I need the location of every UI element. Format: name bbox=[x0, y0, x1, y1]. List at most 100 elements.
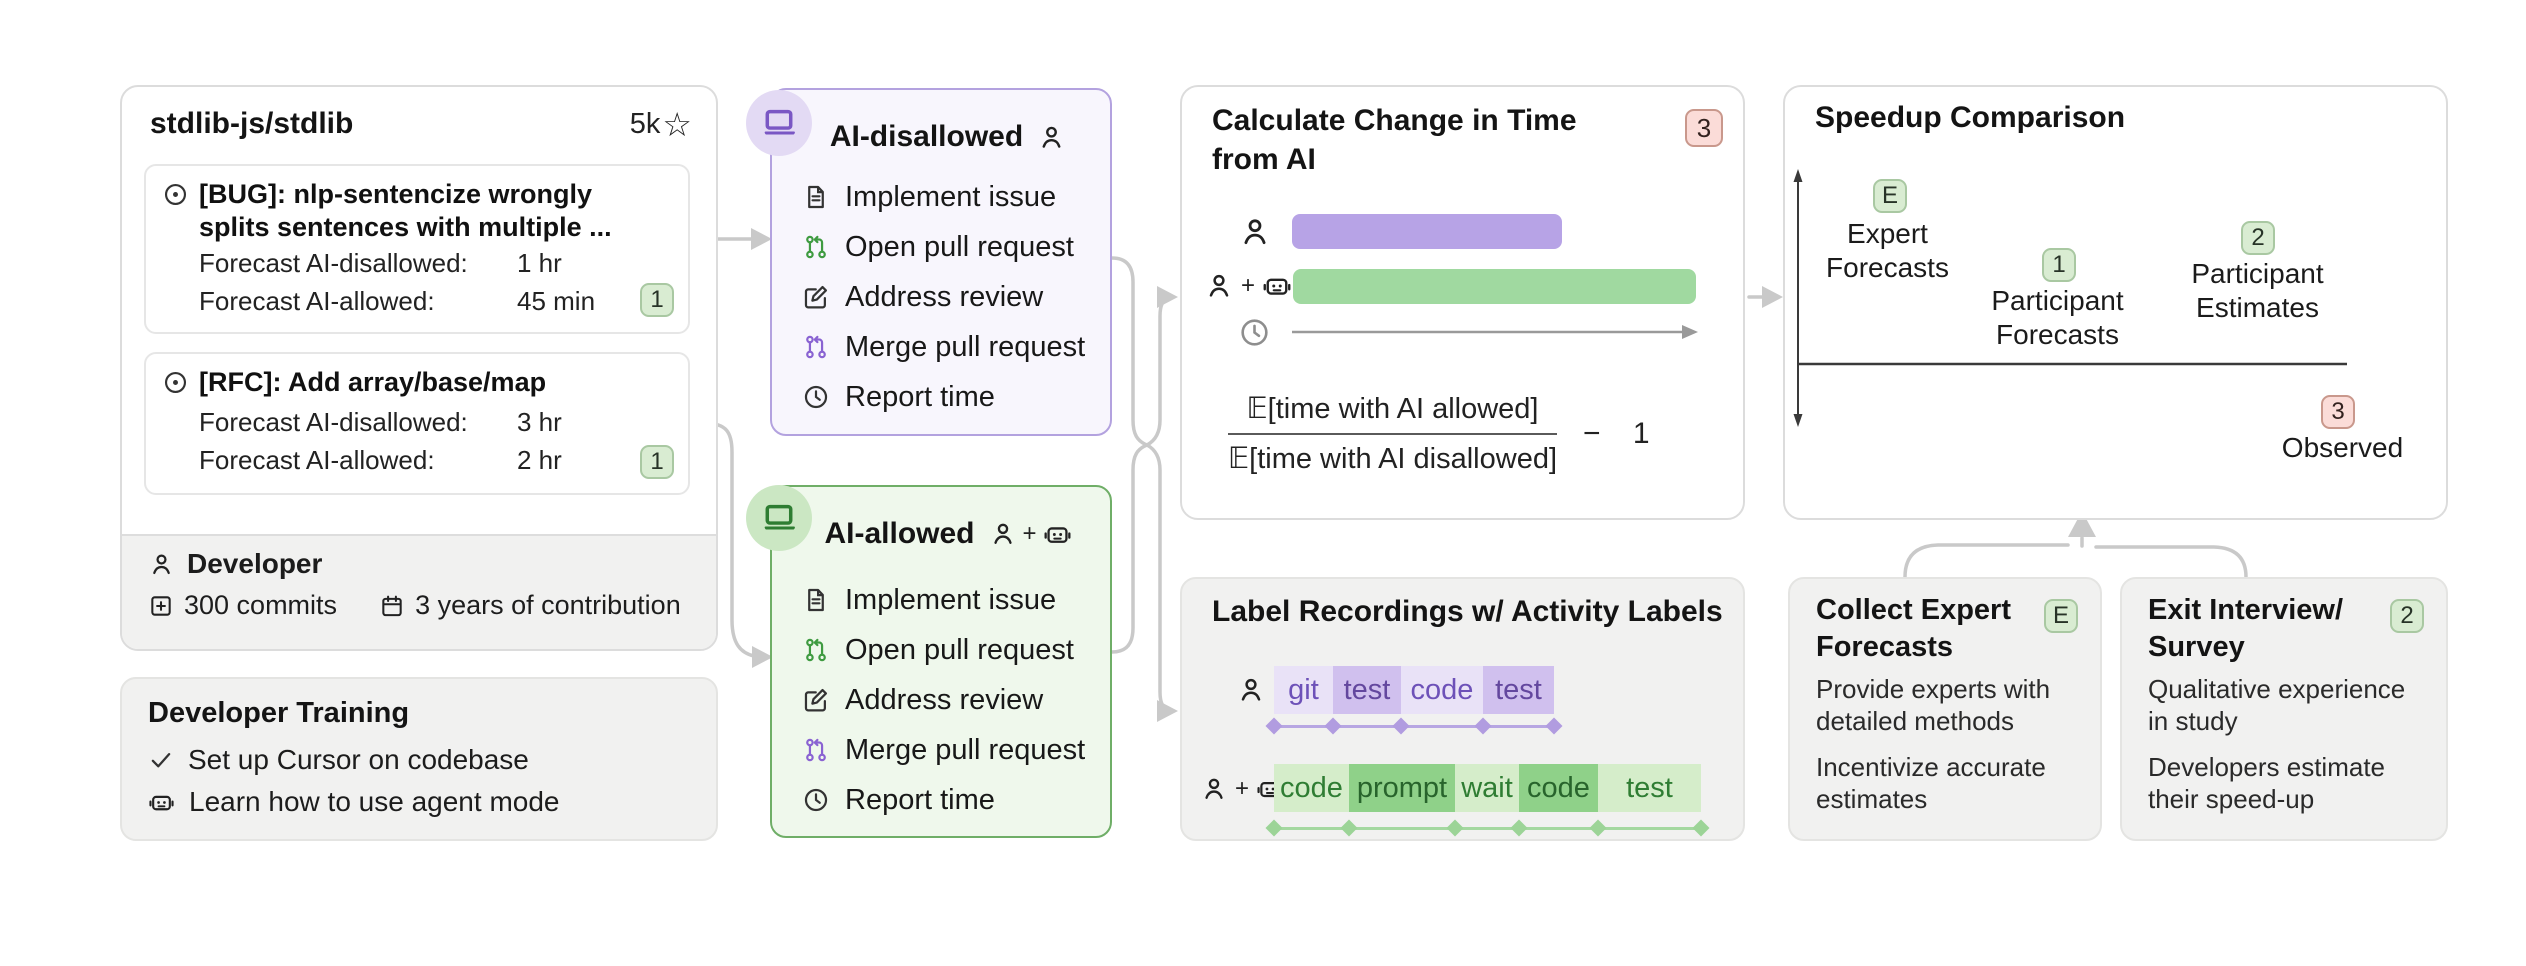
review-icon bbox=[802, 283, 830, 311]
point-badge-expert: E bbox=[1873, 179, 1907, 213]
laptop-badge-purple bbox=[746, 90, 812, 156]
flow-step: Report time bbox=[802, 372, 1104, 422]
timeline-marker bbox=[1510, 819, 1528, 837]
point-label-expert: Expert Forecasts bbox=[1826, 218, 1949, 283]
formula-numerator: 𝔼[time with AI allowed] bbox=[1228, 391, 1558, 435]
activity-segment: git bbox=[1274, 666, 1333, 714]
issue-card-bug: [BUG]: nlp-sentencize wrongly splits sen… bbox=[144, 164, 690, 334]
person-icon bbox=[989, 520, 1017, 548]
forecast-value: 45 min bbox=[517, 286, 596, 316]
timeline-marker bbox=[1692, 819, 1710, 837]
review-icon bbox=[802, 686, 830, 714]
formula-denominator: 𝔼[time with AI disallowed] bbox=[1228, 443, 1558, 475]
forecast-value: 1 hr bbox=[517, 248, 562, 278]
person-icon bbox=[1236, 675, 1266, 705]
speedup-formula: 𝔼[time with AI allowed] 𝔼[time with AI d… bbox=[1228, 391, 1662, 476]
calendar-icon bbox=[379, 593, 405, 619]
exit-title-line2: Survey bbox=[2148, 631, 2245, 663]
calc-title-line1: Calculate Change in Time bbox=[1212, 104, 1577, 137]
timeline-marker bbox=[1446, 819, 1464, 837]
file-icon bbox=[802, 586, 830, 614]
ai-disallowed-card: AI-disallowed Implement issue Open pull … bbox=[746, 88, 1112, 436]
tenure-stat: 3 years of contribution bbox=[379, 590, 681, 621]
point-badge-observed: 3 bbox=[2321, 395, 2355, 429]
collect-body-line: Incentivize accurate estimates bbox=[1816, 752, 2046, 814]
flow-step: Merge pull request bbox=[802, 725, 1104, 775]
timeline-marker bbox=[1392, 717, 1410, 735]
robot-icon bbox=[148, 789, 175, 816]
star-count: 5k ☆ bbox=[629, 105, 692, 143]
activity-segment: test bbox=[1598, 764, 1701, 812]
calc-title-line2: from AI bbox=[1212, 143, 1316, 176]
exit-body-line: Developers estimate their speed-up bbox=[2148, 752, 2385, 814]
flow-step: Address review bbox=[802, 272, 1104, 322]
label-recordings-card: Label Recordings w/ Activity Labels git … bbox=[1180, 577, 1745, 841]
person-icon bbox=[1200, 775, 1228, 803]
forecast-row: Forecast AI-allowed: 2 hr bbox=[199, 445, 562, 475]
repo-title: stdlib-js/stdlib bbox=[150, 107, 354, 140]
file-icon bbox=[802, 183, 830, 211]
developer-footer: Developer 300 commits 3 years of contrib… bbox=[122, 534, 716, 649]
pull-request-icon bbox=[802, 233, 830, 261]
issue-open-icon bbox=[162, 181, 189, 208]
speedup-axes bbox=[1793, 169, 2347, 427]
training-title: Developer Training bbox=[148, 697, 410, 729]
collect-expert-card: Collect Expert Forecasts E Provide exper… bbox=[1788, 577, 2102, 841]
point-label-participant-estimates: Participant Estimates bbox=[2191, 258, 2324, 323]
activity-segment: test bbox=[1483, 666, 1554, 714]
timeline-marker bbox=[1265, 717, 1283, 735]
person-icon bbox=[1037, 123, 1066, 152]
exit-body-line: Qualitative experience in study bbox=[2148, 674, 2406, 736]
repo-header: stdlib-js/stdlib 5k ☆ bbox=[150, 107, 692, 141]
activity-row-human: git test code test bbox=[1274, 666, 1554, 714]
collect-title: Collect Expert Forecasts bbox=[1816, 594, 2011, 663]
timeline-human bbox=[1274, 725, 1554, 728]
point-badge-participant-estimates: 2 bbox=[2241, 221, 2275, 255]
issue-title: [BUG]: nlp-sentencize wrongly splits sen… bbox=[199, 179, 612, 242]
activity-segment: code bbox=[1401, 666, 1483, 714]
forecast-value: 3 hr bbox=[517, 407, 562, 437]
clock-icon bbox=[802, 786, 830, 814]
timeline-marker bbox=[1340, 819, 1358, 837]
expert-badge: E bbox=[2044, 599, 2078, 633]
developer-label: Developer bbox=[187, 548, 323, 579]
commits-stat: 300 commits bbox=[148, 590, 337, 621]
forecast-row: Forecast AI-disallowed: 3 hr bbox=[199, 407, 562, 437]
flow-step: Implement issue bbox=[802, 172, 1104, 222]
plus-sign: + bbox=[1022, 520, 1037, 547]
survey-badge: 2 bbox=[2390, 599, 2424, 633]
timeline-marker bbox=[1545, 717, 1563, 735]
flow-step: Open pull request bbox=[802, 222, 1104, 272]
step-badge-1: 1 bbox=[640, 283, 674, 317]
timeline-marker bbox=[1474, 717, 1492, 735]
flow-step: Merge pull request bbox=[802, 322, 1104, 372]
activity-segment: code bbox=[1519, 764, 1598, 812]
issue-card-rfc: [RFC]: Add array/base/map Forecast AI-di… bbox=[144, 352, 690, 495]
time-bar-allowed bbox=[1293, 269, 1696, 304]
speedup-comparison-card: Speedup Comparison E Expert Forecasts 1 … bbox=[1783, 85, 2448, 520]
star-icon: ☆ bbox=[662, 105, 692, 143]
robot-icon bbox=[1043, 520, 1072, 549]
repo-card: stdlib-js/stdlib 5k ☆ [BUG]: nlp-sentenc… bbox=[120, 85, 718, 651]
formula-suffix: − 1 bbox=[1583, 416, 1662, 450]
flow-step: Report time bbox=[802, 775, 1104, 825]
commits-icon bbox=[148, 593, 174, 619]
activity-segment: code bbox=[1274, 764, 1349, 812]
point-badge-participant-forecasts: 1 bbox=[2042, 248, 2076, 282]
merge-icon bbox=[802, 736, 830, 764]
plus-sign: + bbox=[1235, 775, 1250, 802]
activity-segment: wait bbox=[1455, 764, 1519, 812]
issue-open-icon bbox=[162, 369, 189, 396]
point-label-observed: Observed bbox=[2281, 432, 2404, 463]
ai-allowed-card: AI-allowed + Implement issue Open pull r… bbox=[746, 485, 1112, 838]
laptop-badge-green bbox=[746, 485, 812, 551]
step-badge-3: 3 bbox=[1685, 109, 1723, 147]
timeline-marker bbox=[1324, 717, 1342, 735]
activity-segment: prompt bbox=[1349, 764, 1455, 812]
person-icon bbox=[148, 551, 175, 578]
merge-icon bbox=[802, 333, 830, 361]
collect-body-line: Provide experts with detailed methods bbox=[1816, 674, 2051, 736]
activity-segment: test bbox=[1333, 666, 1401, 714]
flow-step: Open pull request bbox=[802, 625, 1104, 675]
